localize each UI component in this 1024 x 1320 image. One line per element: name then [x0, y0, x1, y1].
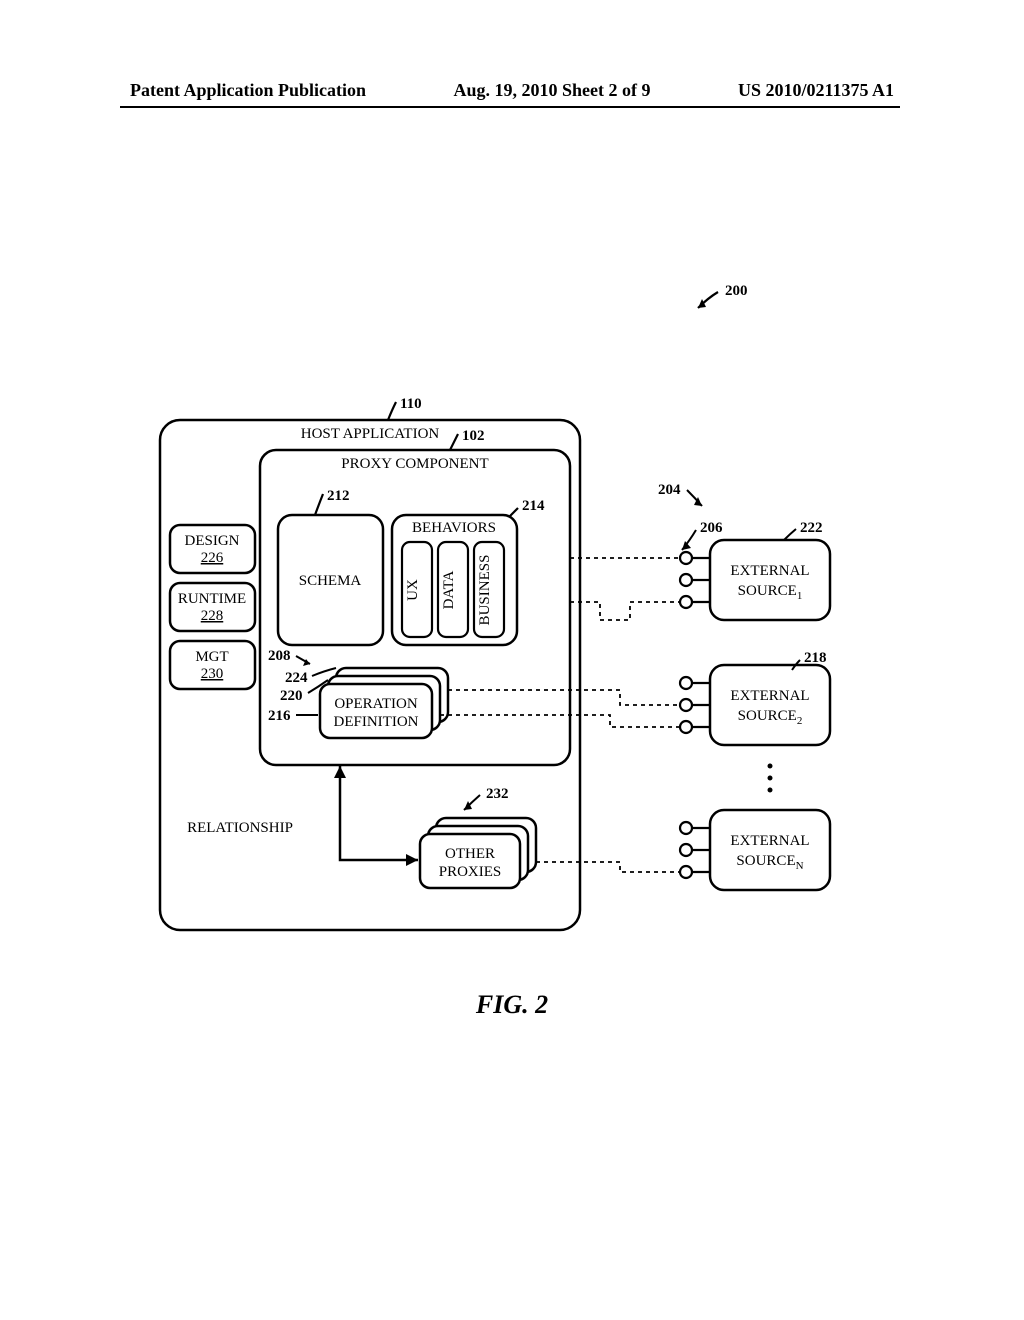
- svg-text:216: 216: [268, 708, 291, 724]
- svg-text:102: 102: [462, 428, 485, 444]
- proxy-component-label: PROXY COMPONENT: [341, 456, 488, 472]
- external-source-n: EXTERNAL SOURCEN: [680, 810, 830, 890]
- figure-caption: FIG. 2: [0, 990, 1024, 1020]
- relationship-arrow: [334, 766, 418, 866]
- svg-text:206: 206: [700, 520, 723, 536]
- relationship-label: RELATIONSHIP: [187, 820, 293, 836]
- header-center: Aug. 19, 2010 Sheet 2 of 9: [454, 80, 651, 101]
- ref-200: 200: [698, 283, 748, 308]
- behaviors-label: BEHAVIORS: [412, 520, 496, 536]
- ref-222: 222: [784, 520, 823, 540]
- svg-text:110: 110: [400, 396, 422, 412]
- ellipsis-dots: [768, 764, 773, 793]
- header-rule: [120, 106, 900, 108]
- external-source-1: EXTERNAL SOURCE1: [680, 540, 830, 620]
- svg-text:OTHER: OTHER: [445, 846, 495, 862]
- svg-text:OPERATION: OPERATION: [334, 696, 418, 712]
- ref-110: 110: [388, 396, 422, 420]
- svg-text:208: 208: [268, 648, 291, 664]
- runtime-label: RUNTIME: [178, 591, 246, 607]
- svg-text:218: 218: [804, 650, 827, 666]
- svg-text:200: 200: [725, 283, 748, 299]
- svg-text:214: 214: [522, 498, 545, 514]
- svg-text:EXTERNAL: EXTERNAL: [730, 833, 809, 849]
- svg-text:224: 224: [285, 670, 308, 686]
- svg-text:EXTERNAL: EXTERNAL: [730, 688, 809, 704]
- svg-text:204: 204: [658, 482, 681, 498]
- design-label: DESIGN: [185, 533, 240, 549]
- svg-text:212: 212: [327, 488, 350, 504]
- mgt-label: MGT: [195, 649, 228, 665]
- operation-definition-stack: OPERATION DEFINITION: [320, 668, 448, 738]
- svg-text:PROXIES: PROXIES: [439, 864, 502, 880]
- data-label: DATA: [441, 570, 457, 609]
- page-header: Patent Application Publication Aug. 19, …: [0, 80, 1024, 101]
- svg-text:222: 222: [800, 520, 823, 536]
- svg-text:DEFINITION: DEFINITION: [334, 714, 419, 730]
- svg-text:EXTERNAL: EXTERNAL: [730, 563, 809, 579]
- svg-text:232: 232: [486, 786, 509, 802]
- external-source-2: EXTERNAL SOURCE2: [680, 665, 830, 745]
- ref-102: 102: [450, 428, 485, 450]
- other-proxies-stack: OTHER PROXIES: [420, 818, 536, 888]
- host-application-label: HOST APPLICATION: [301, 426, 440, 442]
- figure-2-diagram: 200 HOST APPLICATION 110 PROXY COMPONENT…: [120, 250, 900, 950]
- svg-text:220: 220: [280, 688, 303, 704]
- ref-232: 232: [464, 786, 509, 810]
- ux-label: UX: [405, 579, 421, 601]
- header-left: Patent Application Publication: [130, 80, 366, 101]
- page: Patent Application Publication Aug. 19, …: [0, 0, 1024, 1320]
- runtime-num: 228: [201, 608, 224, 624]
- header-right: US 2010/0211375 A1: [738, 80, 894, 101]
- design-num: 226: [201, 550, 224, 566]
- business-label: BUSINESS: [477, 555, 493, 626]
- ref-204: 204: [658, 482, 702, 506]
- mgt-num: 230: [201, 666, 224, 682]
- schema-label: SCHEMA: [299, 573, 362, 589]
